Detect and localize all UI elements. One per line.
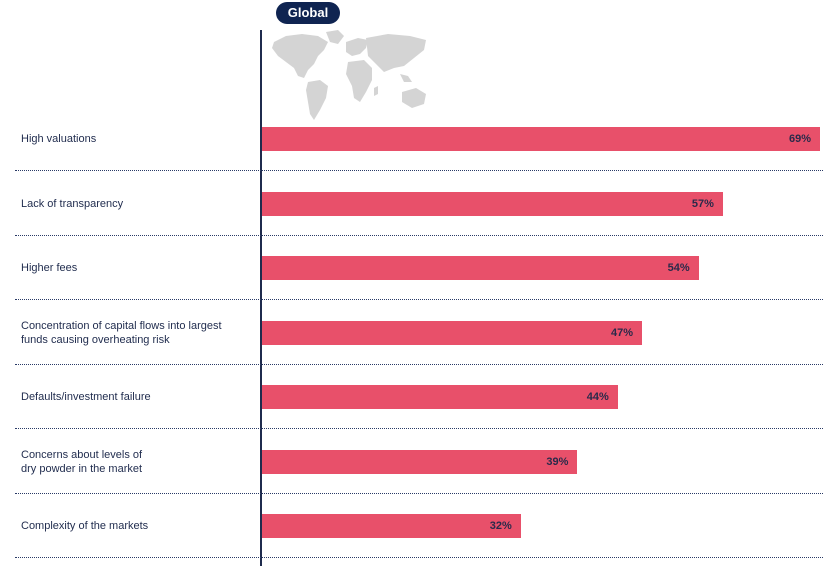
bar-value-label: 47%: [611, 326, 634, 339]
row-separator: [15, 492, 823, 494]
row-separator: [15, 299, 823, 300]
category-label-line: Higher fees: [21, 262, 78, 274]
category-label: High valuations: [21, 132, 253, 146]
category-label-line: funds causing overheating risk: [21, 333, 170, 346]
bar-value-label: 69%: [788, 133, 811, 145]
bar-value-label: 32%: [489, 520, 512, 532]
bar-value-label: 57%: [691, 197, 714, 210]
row-separator: [15, 557, 823, 558]
category-label: Concentration of capital flows into larg…: [21, 319, 253, 347]
category-label-line: Concentration of capital flows into larg…: [21, 319, 222, 332]
bar: 54%: [262, 256, 699, 280]
bar: 32%: [262, 514, 521, 538]
bar: 57%: [262, 191, 723, 216]
bar: 44%: [262, 385, 618, 409]
region-badge: Global: [276, 2, 340, 24]
category-label-line: Lack of transparency: [21, 197, 124, 210]
category-label-line: Defaults/investment failure: [21, 391, 151, 403]
bar-value-label: 44%: [586, 391, 609, 403]
bar-value-label: 39%: [546, 455, 569, 468]
row-separator: [15, 363, 823, 365]
category-label: Concerns about levels of dry powder in th…: [21, 448, 253, 476]
world-map-icon: [272, 30, 426, 120]
chart-axis-line: [260, 30, 262, 566]
category-label-line: High valuations: [21, 133, 97, 145]
row-separator: [15, 170, 823, 171]
category-label: Defaults/investment failure: [21, 390, 253, 404]
category-label-line: Complexity of the markets: [21, 520, 149, 532]
category-label: Lack of transparency: [21, 197, 253, 211]
bar: 39%: [262, 449, 578, 474]
category-label-line: dry powder in the market: [21, 462, 143, 475]
row-separator: [15, 428, 823, 429]
bar: 47%: [262, 320, 643, 345]
bar-value-label: 54%: [667, 262, 690, 274]
category-label-line: Concerns about levels of: [21, 448, 143, 461]
category-label: Higher fees: [21, 261, 253, 275]
row-separator: [15, 234, 823, 236]
category-label: Complexity of the markets: [21, 519, 253, 533]
bar: 69%: [262, 127, 820, 151]
